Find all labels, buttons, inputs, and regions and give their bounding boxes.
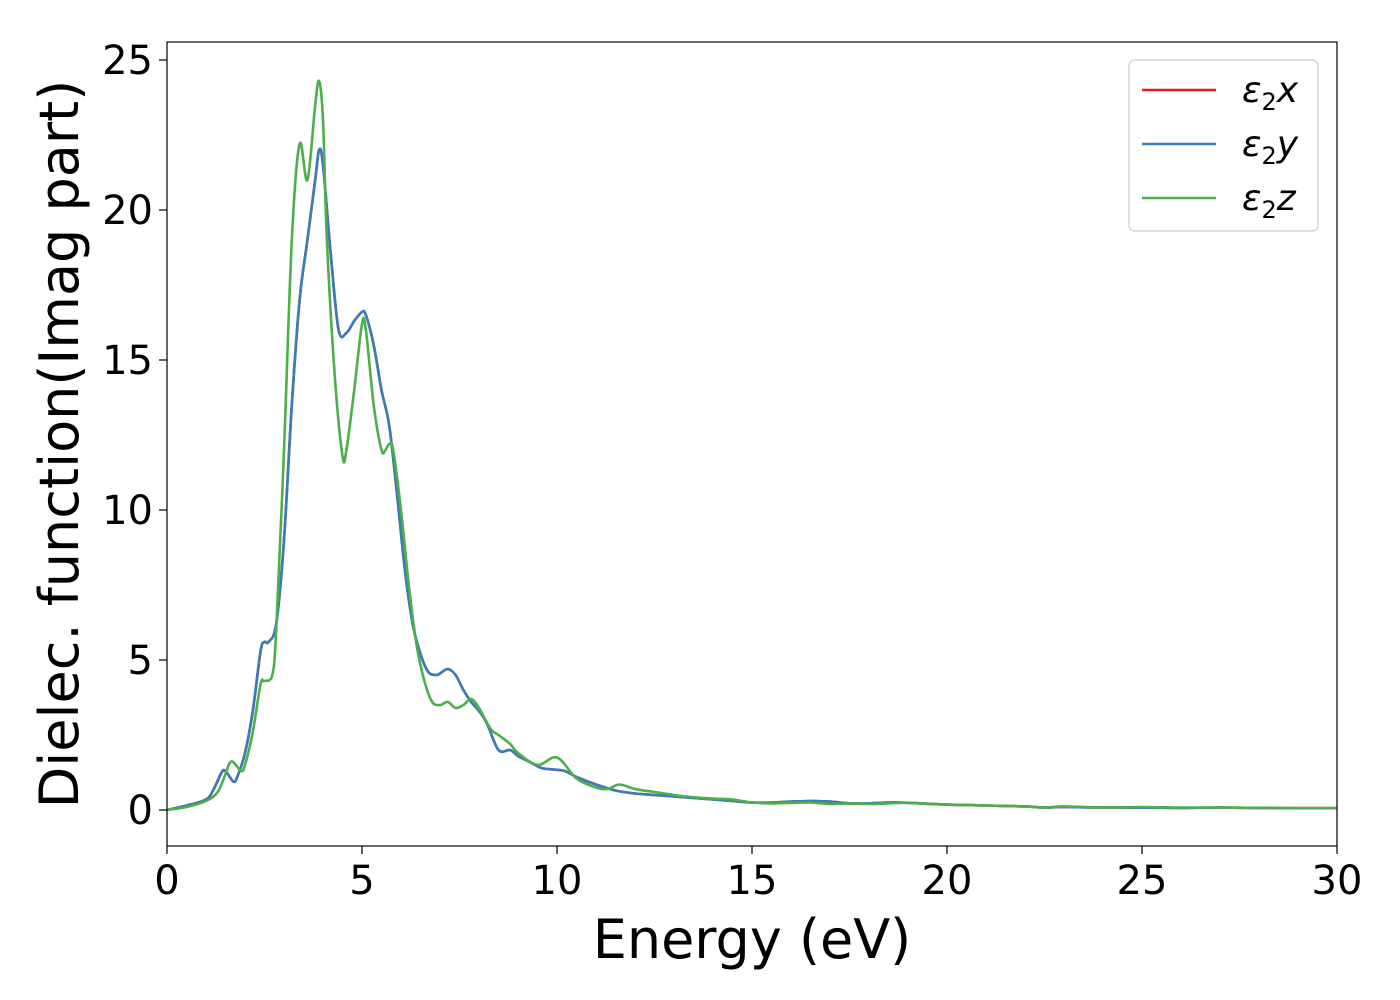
- y-axis-label: Dielec. function(Imag part): [28, 80, 91, 809]
- legend-label-z: ε2z: [1242, 178, 1297, 224]
- y-tick-label: 15: [102, 338, 153, 384]
- series-layer: [167, 79, 1337, 812]
- legend-label-x: ε2x: [1242, 70, 1299, 116]
- x-tick-label: 5: [349, 858, 374, 904]
- y-tick-label: 5: [128, 638, 153, 684]
- y-tick-label: 0: [128, 788, 153, 834]
- x-tick-label: 30: [1312, 858, 1363, 904]
- legend-label-y: ε2y: [1242, 124, 1299, 170]
- y-axis: 0 5 10 15 20 25: [102, 38, 167, 834]
- x-tick-label: 15: [727, 858, 778, 904]
- x-tick-label: 20: [922, 858, 973, 904]
- legend-box: [1128, 59, 1319, 232]
- x-axis: 0 5 10 15 20 25 30: [154, 846, 1362, 904]
- x-axis-label: Energy (eV): [593, 908, 912, 971]
- x-tick-label: 25: [1117, 858, 1168, 904]
- x-tick-label: 10: [532, 858, 583, 904]
- y-tick-label: 20: [102, 188, 153, 234]
- x-tick-label: 0: [154, 858, 179, 904]
- series-line-z: [167, 79, 1337, 812]
- y-tick-label: 25: [102, 38, 153, 84]
- legend: ε2x ε2y ε2z: [1128, 59, 1319, 232]
- y-tick-label: 10: [102, 488, 153, 534]
